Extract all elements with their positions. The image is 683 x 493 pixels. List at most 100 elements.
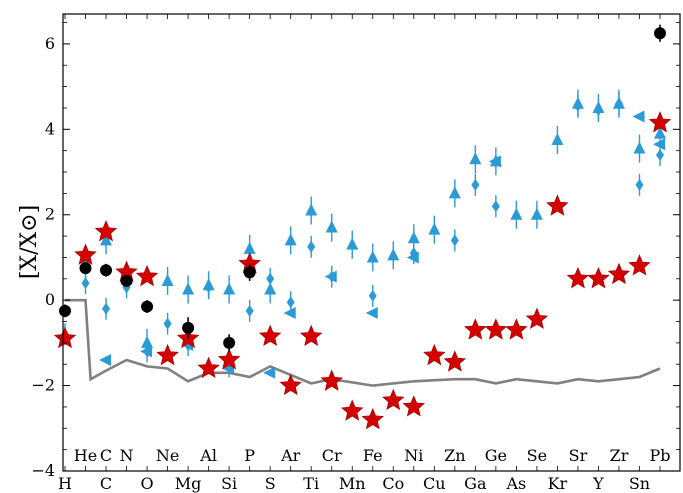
blue-diamond-point — [409, 247, 418, 260]
red-star-point — [135, 264, 159, 287]
blue-triangle-point — [182, 282, 195, 295]
x-element-label-bottom: Co — [382, 474, 404, 493]
black-dot-point — [120, 274, 133, 287]
red-star-series — [53, 111, 672, 430]
x-element-label-top: Zr — [610, 446, 629, 465]
blue-triangle-point — [346, 237, 359, 250]
x-element-label-bottom: Cu — [423, 474, 446, 493]
x-element-label-bottom: As — [505, 474, 526, 493]
red-star-point — [258, 324, 282, 346]
blue-diamond-point — [450, 234, 459, 247]
blue-triangle-point — [325, 220, 338, 233]
blue-diamond-point — [163, 317, 172, 330]
x-element-label-bottom: Ga — [464, 474, 487, 493]
blue-diamond-point — [491, 200, 500, 213]
y-tick-label: −2 — [31, 376, 55, 395]
red-star-point — [300, 324, 323, 346]
x-element-label-bottom: Ti — [303, 474, 319, 493]
x-element-label-top: Pb — [649, 446, 670, 465]
x-element-label-top: He — [74, 446, 97, 465]
x-element-label-top: N — [120, 446, 134, 465]
x-element-label-bottom: Si — [221, 474, 237, 493]
blue-triangle-point — [633, 141, 646, 154]
blue-triangle-point — [551, 132, 564, 145]
blue-diamond-point — [471, 178, 480, 191]
x-element-label-bottom: Kr — [548, 474, 568, 493]
x-element-label-top: Sr — [569, 446, 588, 465]
blue-triangle-left-point — [140, 345, 153, 358]
blue-triangle-point — [428, 222, 441, 235]
blue-triangle-left-point — [263, 366, 276, 379]
red-star-point — [566, 267, 590, 289]
x-element-label-bottom: Mn — [339, 474, 366, 493]
x-element-label-top: Al — [199, 446, 217, 465]
blue-triangle-point — [387, 248, 400, 261]
black-dot-point — [100, 264, 113, 277]
x-element-label-bottom: H — [58, 474, 72, 493]
blue-triangle-point — [510, 207, 523, 220]
red-star-point — [648, 111, 672, 133]
x-element-label-top: Ge — [485, 446, 507, 465]
blue-triangle-point — [407, 231, 420, 244]
red-star-point — [546, 194, 569, 216]
x-element-label-bottom: Y — [592, 474, 604, 493]
red-star-point — [628, 254, 651, 276]
blue-triangle-point — [366, 250, 379, 263]
blue-triangle-left-point — [406, 251, 419, 264]
x-element-label-top: Fe — [363, 446, 383, 465]
blue-triangle-left-point — [99, 353, 112, 366]
blue-diamond-series — [61, 92, 664, 378]
blue-triangle-left-point — [488, 155, 501, 168]
red-star-point — [484, 318, 508, 340]
black-dot-point — [243, 266, 256, 279]
blue-diamond-point — [102, 302, 111, 315]
red-star-point — [464, 318, 487, 340]
x-element-label-bottom: C — [100, 474, 112, 493]
red-star-point — [53, 326, 77, 349]
blue-diamond-point — [286, 296, 295, 309]
y-tick-label: −4 — [31, 461, 55, 480]
blue-triangle-left-point — [324, 270, 337, 283]
blue-triangle-point — [305, 203, 318, 216]
red-star-point — [156, 343, 179, 366]
blue-triangle-point — [284, 233, 297, 246]
blue-triangle-left-point — [632, 110, 645, 123]
x-element-label-top: Ar — [280, 446, 301, 465]
blue-triangle-point — [243, 241, 256, 254]
blue-triangle-point — [448, 186, 461, 199]
x-element-label-top: Cr — [322, 446, 342, 465]
blue-diamond-point — [594, 104, 603, 117]
red-star-point — [74, 243, 97, 265]
blue-triangle-point — [469, 152, 482, 165]
x-element-label-top: Ni — [404, 446, 423, 465]
red-star-point — [505, 318, 528, 340]
red-star-point — [341, 399, 364, 421]
y-tick-label: 2 — [45, 205, 55, 224]
red-star-point — [525, 307, 549, 329]
red-star-point — [279, 373, 302, 396]
blue-diamond-point — [245, 304, 254, 317]
red-star-point — [382, 388, 405, 411]
y-tick-label: 6 — [45, 34, 55, 53]
black-dot-point — [223, 336, 236, 349]
x-element-label-top: C — [100, 446, 112, 465]
x-element-label-bottom: Sn — [629, 474, 650, 493]
red-star-point — [402, 395, 425, 417]
blue-triangle-point — [654, 126, 666, 139]
x-element-label-bottom: O — [141, 474, 154, 493]
black-dot-point — [654, 27, 666, 40]
blue-triangle-point — [530, 207, 543, 220]
red-star-point — [587, 267, 610, 289]
x-element-label-top: Se — [527, 446, 547, 465]
grey-line-series — [65, 298, 661, 387]
black-dot-point — [182, 321, 195, 334]
x-element-label-bottom: S — [265, 474, 276, 493]
plot-frame — [62, 13, 681, 472]
blue-diamond-point — [307, 240, 316, 253]
black-dot-point — [59, 304, 71, 317]
blue-diamond-point — [635, 178, 644, 191]
red-star-point — [94, 220, 118, 242]
blue-diamond-point — [266, 272, 275, 285]
blue-triangle-point — [100, 233, 113, 246]
